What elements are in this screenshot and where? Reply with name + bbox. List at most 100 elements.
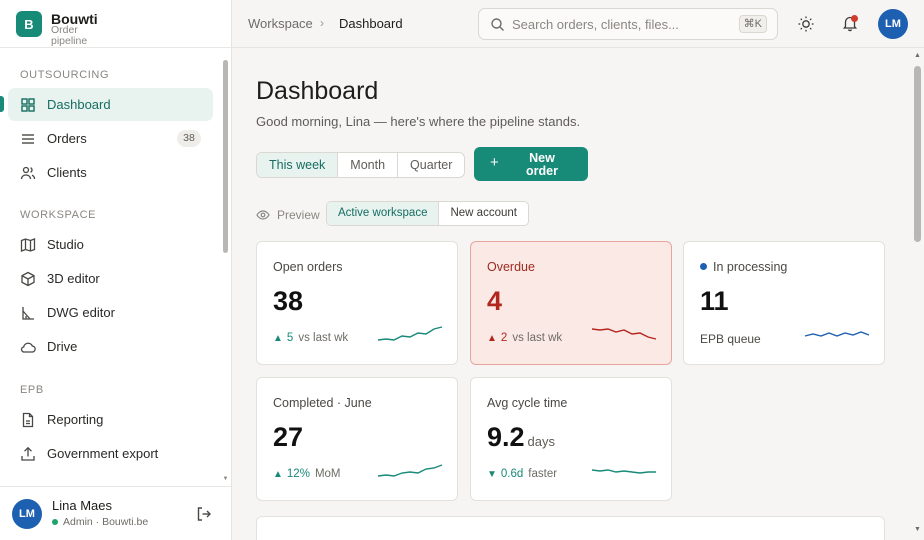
card-avg-cycle-time[interactable]: Avg cycle time 9.2 days ▼ 0.6d faster	[470, 377, 672, 501]
main-content: Dashboard Good morning, Lina — here's wh…	[232, 48, 924, 540]
active-indicator	[0, 96, 4, 112]
card-footer: ▲ 2 vs last wk	[487, 332, 562, 344]
card-overdue[interactable]: Overdue 4 ▲ 2 vs last wk	[470, 241, 672, 365]
upload-icon	[21, 446, 35, 461]
preview-label: Preview	[277, 208, 320, 222]
card-compare: faster	[528, 468, 558, 480]
card-value: 4	[487, 286, 503, 316]
preview-option-active-workspace[interactable]: Active workspace	[327, 202, 440, 225]
card-value: 27	[273, 422, 304, 452]
sidebar-scrollbar[interactable]: ▼	[222, 56, 229, 486]
breadcrumb-current: Dashboard	[339, 16, 403, 31]
sidebar-item-label: Drive	[47, 339, 78, 354]
sparkline	[591, 469, 656, 474]
period-option-quarter[interactable]: Quarter	[410, 158, 453, 172]
greeting-text: Good morning, Lina — here's where the pi…	[256, 114, 581, 129]
scroll-up-icon[interactable]: ▲	[914, 52, 921, 59]
card-open-orders[interactable]: Open orders 38 ▲ 5 vs last wk	[256, 241, 458, 365]
status-dot-icon	[52, 519, 58, 525]
sun-icon[interactable]	[797, 15, 815, 33]
brand-name: Bouwti	[51, 11, 98, 27]
grid-icon	[21, 98, 35, 112]
map-icon	[20, 238, 36, 252]
brand-header[interactable]: B Bouwti Order pipeline	[0, 0, 231, 48]
scrollbar-thumb[interactable]	[223, 60, 228, 253]
sidebar-item-label: Dashboard	[47, 97, 111, 112]
sidebar-item-dashboard[interactable]: Dashboard	[8, 88, 213, 121]
sidebar: B Bouwti Order pipeline OUTSOURCING Dash…	[0, 0, 232, 540]
section-label-epb: EPB	[20, 384, 44, 396]
notification-badge	[851, 15, 858, 22]
user-avatar-button[interactable]: LM	[878, 9, 908, 39]
new-order-button[interactable]: + New order	[474, 147, 588, 181]
card-unit: days	[527, 434, 556, 449]
preview-option-new-account[interactable]: New account	[450, 207, 517, 219]
period-selector: This week Month Quarter	[256, 152, 466, 178]
user-role: Admin · Bouwti.be	[52, 516, 148, 528]
scroll-down-icon[interactable]: ▼	[222, 476, 229, 482]
card-title: Completed · June	[273, 396, 372, 410]
list-icon	[22, 134, 34, 144]
sidebar-item-label: Orders	[47, 131, 87, 146]
card-title: In processing	[700, 260, 787, 274]
sidebar-item-label: Reporting	[47, 412, 104, 427]
sidebar-item-drive[interactable]: Drive	[8, 330, 213, 363]
search-icon	[491, 18, 504, 31]
card-footer-label: EPB queue	[700, 332, 761, 346]
sidebar-item-3d-editor[interactable]: 3D editor	[8, 262, 213, 295]
avatar: LM	[12, 499, 42, 529]
chevron-right-icon: ›	[320, 16, 324, 30]
arrow-up-icon: ▲	[273, 468, 283, 480]
orders-section-card	[256, 516, 885, 540]
shortcut-hint: ⌘K	[738, 15, 767, 33]
sparkline	[591, 328, 657, 340]
sidebar-item-label: 3D editor	[47, 271, 100, 286]
card-delta: 5	[286, 332, 294, 344]
search-input[interactable]: Search orders, clients, files... ⌘K	[478, 8, 778, 40]
plus-icon: +	[490, 154, 499, 171]
period-option-this-week[interactable]: This week	[257, 153, 339, 177]
card-value-number: 9.2	[487, 422, 525, 452]
section-label-outsourcing: OUTSOURCING	[20, 69, 110, 81]
user-profile[interactable]: LM Lina Maes Admin · Bouwti.be	[0, 486, 231, 540]
scrollbar-thumb[interactable]	[914, 66, 921, 242]
cloud-icon	[20, 342, 36, 353]
card-delta: 12%	[286, 468, 310, 480]
page-title: Dashboard	[256, 77, 379, 105]
sidebar-item-orders[interactable]: Orders 38	[8, 122, 213, 155]
card-completed[interactable]: Completed · June 27 ▲ 12% MoM	[256, 377, 458, 501]
drafting-icon	[22, 307, 34, 320]
brand-subtitle: Order pipeline	[51, 24, 88, 47]
period-option-month[interactable]: Month	[338, 153, 399, 177]
card-in-processing[interactable]: In processing 11 EPB queue	[683, 241, 885, 365]
sidebar-item-government-export[interactable]: Government export	[8, 437, 213, 470]
sidebar-item-clients[interactable]: Clients	[8, 156, 213, 189]
card-footer: ▲ 5 vs last wk	[273, 332, 348, 344]
arrow-down-icon: ▼	[487, 468, 497, 480]
scroll-down-icon[interactable]: ▼	[914, 526, 921, 533]
card-title: Open orders	[273, 260, 343, 274]
logout-icon[interactable]	[195, 505, 213, 523]
sidebar-item-studio[interactable]: Studio	[8, 228, 213, 261]
status-dot-icon	[700, 263, 707, 270]
sidebar-item-dwg-editor[interactable]: DWG editor	[8, 296, 213, 329]
sidebar-item-label: Government export	[47, 446, 159, 461]
card-compare: vs last wk	[298, 332, 349, 344]
card-compare: vs last wk	[512, 332, 563, 344]
sidebar-item-reporting[interactable]: Reporting	[8, 403, 213, 436]
orders-count-badge: 38	[177, 130, 201, 147]
topbar: Workspace › Dashboard Search orders, cli…	[232, 0, 924, 48]
sparkline	[804, 331, 870, 337]
brand-logo: B	[16, 11, 42, 37]
card-value: 11	[700, 286, 729, 316]
card-footer: ▲ 12% MoM	[273, 468, 341, 480]
users-icon	[20, 166, 36, 180]
eye-icon	[256, 210, 270, 220]
card-delta: 2	[500, 332, 508, 344]
card-delta: 0.6d	[500, 468, 524, 480]
sidebar-item-label: DWG editor	[47, 305, 115, 320]
breadcrumb-workspace[interactable]: Workspace	[248, 16, 313, 31]
card-title-text: In processing	[713, 260, 788, 274]
main-scrollbar[interactable]: ▲ ▼	[912, 48, 924, 540]
card-title: Overdue	[487, 260, 535, 274]
